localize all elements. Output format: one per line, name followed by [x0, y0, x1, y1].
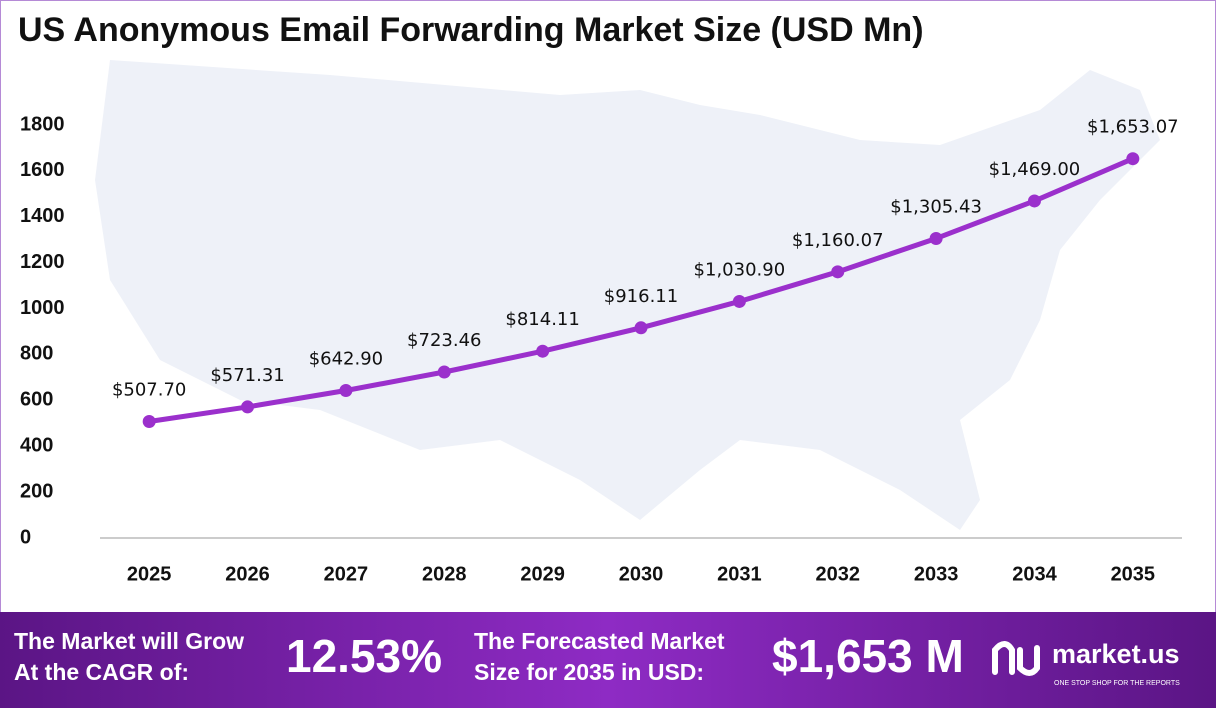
data-label: $1,160.07	[792, 230, 884, 251]
y-tick-label: 1400	[20, 205, 65, 227]
point	[929, 231, 943, 245]
forecast-text: Size for 2035 in USD:	[474, 659, 704, 685]
chart-title: US Anonymous Email Forwarding Market Siz…	[18, 11, 924, 49]
tagline: ONE STOP SHOP FOR THE REPORTS	[1054, 680, 1180, 687]
y-tick-label: 1200	[20, 251, 65, 273]
map-background	[95, 60, 1160, 530]
y-tick-label: 1600	[20, 159, 65, 181]
y-tick-label: 600	[20, 389, 53, 411]
point	[1027, 194, 1041, 208]
y-tick-label: 800	[20, 343, 53, 365]
data-label: $916.11	[604, 286, 678, 307]
point	[1126, 152, 1140, 166]
x-tick-label: 2033	[914, 563, 959, 585]
data-label: $1,653.07	[1087, 117, 1179, 138]
brand: market.us	[1052, 639, 1180, 669]
data-label: $1,305.43	[890, 196, 982, 217]
data-label: $1,469.00	[989, 159, 1081, 180]
cagr-value: 12.53%	[286, 630, 442, 682]
data-label: $814.11	[505, 309, 579, 330]
y-tick-label: 400	[20, 435, 53, 457]
x-tick-label: 2026	[225, 563, 270, 585]
point	[142, 415, 156, 429]
x-tick-label: 2034	[1012, 563, 1057, 585]
point	[437, 365, 451, 379]
y-tick-label: 1000	[20, 297, 65, 319]
x-tick-label: 2031	[717, 563, 762, 585]
x-tick-label: 2032	[815, 563, 860, 585]
x-tick-label: 2030	[619, 563, 664, 585]
x-tick-label: 2035	[1111, 563, 1156, 585]
point	[634, 321, 648, 335]
x-tick-label: 2028	[422, 563, 467, 585]
point	[241, 400, 255, 414]
x-tick-label: 2027	[324, 563, 369, 585]
y-tick-label: 200	[20, 480, 53, 502]
point	[831, 265, 845, 279]
data-label: $571.31	[210, 365, 284, 386]
point	[536, 344, 550, 358]
y-tick-label: 0	[20, 526, 31, 548]
data-label: $1,030.90	[694, 259, 786, 280]
data-label: $723.46	[407, 330, 481, 351]
cagr-text: At the CAGR of:	[14, 659, 189, 685]
brand-logo	[992, 641, 1040, 676]
x-tick-label: 2029	[520, 563, 565, 585]
point	[339, 383, 353, 397]
point	[732, 294, 746, 308]
forecast-text: The Forecasted Market	[474, 628, 725, 654]
x-tick-label: 2025	[127, 563, 172, 585]
data-label: $642.90	[309, 348, 383, 369]
forecast-value: $1,653 M	[772, 630, 964, 682]
cagr-text: The Market will Grow	[14, 628, 244, 654]
y-tick-label: 1800	[20, 113, 65, 135]
data-label: $507.70	[112, 380, 186, 401]
